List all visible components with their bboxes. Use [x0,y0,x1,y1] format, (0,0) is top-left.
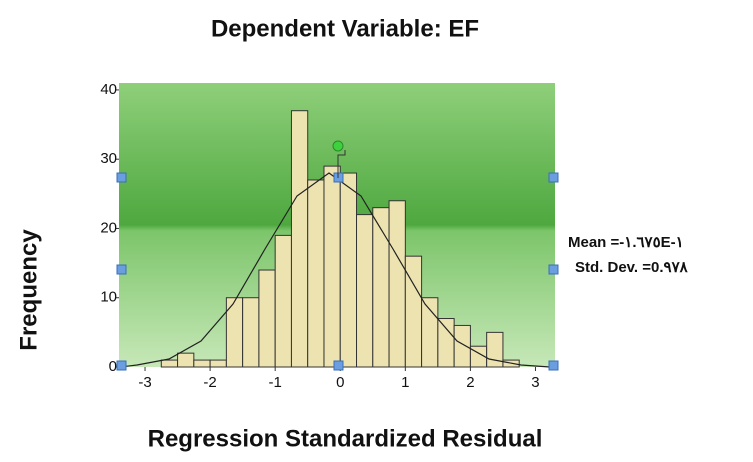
x-axis-label: Regression Standardized Residual [148,425,543,452]
y-tick-label: 30 [100,150,117,167]
bar [404,255,423,368]
stats-box [562,225,753,285]
y-axis-label: Frequency [15,229,42,351]
x-tick-label: -1 [269,374,282,391]
bar [486,331,504,368]
bar [160,359,179,368]
handle [116,264,127,275]
handle [116,172,127,183]
bar [323,165,341,368]
bar [339,172,358,368]
x-tick-label: 0 [336,374,344,391]
y-tick-label: 10 [100,289,117,306]
bar [453,324,471,368]
bar [274,234,292,368]
normal-curve [119,172,551,368]
bar [372,207,390,368]
handle [548,172,559,183]
bar [209,359,227,368]
bar [437,318,455,368]
y-tick-label: 20 [100,219,117,236]
bar [193,359,211,368]
bar [258,269,276,368]
bar [177,352,195,368]
handle [548,264,559,275]
x-tick-label: 3 [531,374,539,391]
rotate-stem [337,150,346,178]
handle [333,360,344,371]
bar [290,110,309,368]
chart-title: Dependent Variable: EF [211,15,479,42]
rotate-handle [332,140,344,152]
x-tick-label: -3 [138,374,151,391]
y-tick-label: 0 [109,358,117,375]
handle [548,360,559,371]
mean-label: Mean =-۱.٦٧٥E-۱ [568,234,684,251]
x-tick-label: 1 [401,374,409,391]
handle [116,360,127,371]
std-label: Std. Dev. =0.۹۷۸ [575,259,689,276]
bar [421,297,439,368]
bar [388,200,406,368]
x-tick-label: -2 [203,374,216,391]
bar [242,297,260,368]
bar [307,179,325,368]
x-tick-label: 2 [466,374,474,391]
y-tick-label: 40 [100,81,117,98]
bar [356,214,374,368]
